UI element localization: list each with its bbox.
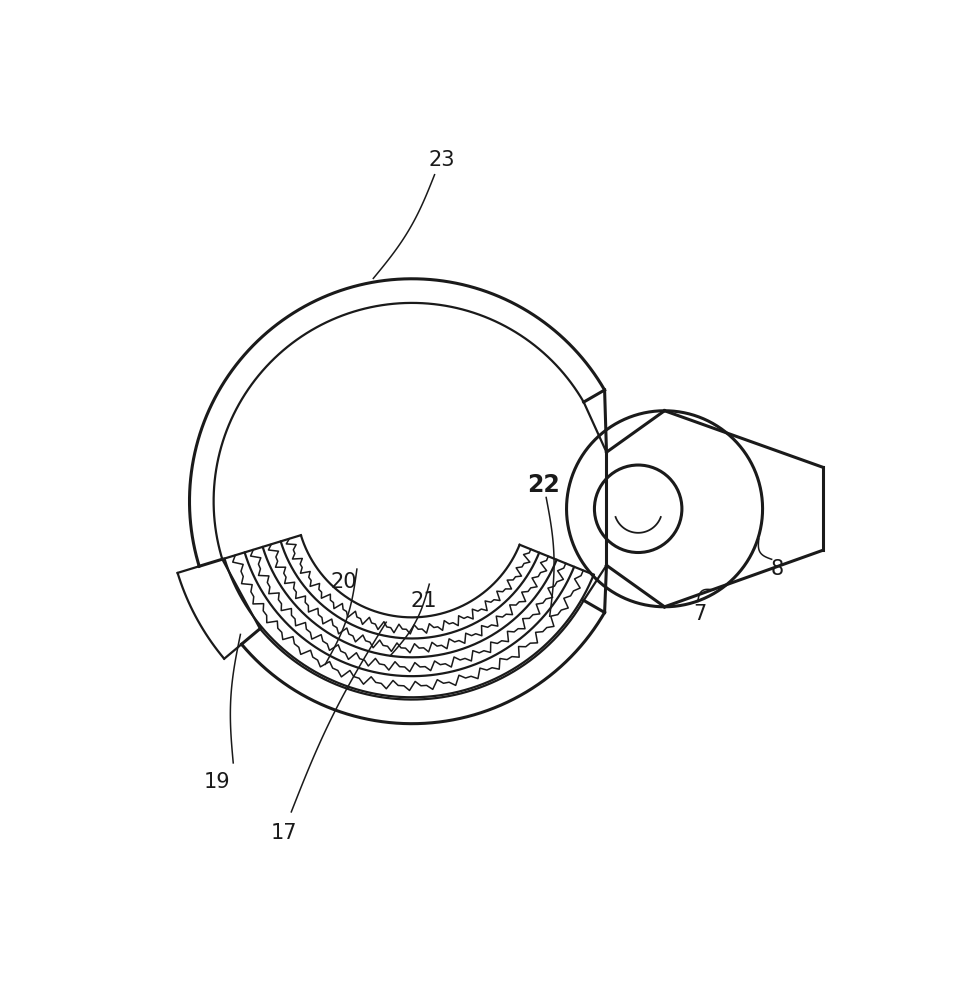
Text: 22: 22 [527, 473, 560, 497]
Text: 20: 20 [331, 572, 357, 592]
Text: 19: 19 [204, 772, 231, 792]
Text: 23: 23 [429, 150, 455, 170]
Text: 7: 7 [694, 604, 706, 624]
Text: 17: 17 [270, 823, 297, 843]
Text: 8: 8 [772, 559, 784, 579]
Text: 21: 21 [410, 591, 437, 611]
